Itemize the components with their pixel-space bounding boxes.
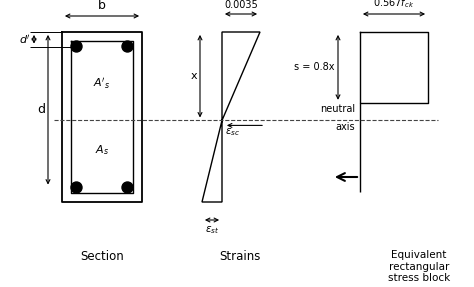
Text: axis: axis — [336, 122, 355, 132]
Text: $0.567f_{ck}$: $0.567f_{ck}$ — [374, 0, 415, 10]
Text: b: b — [98, 0, 106, 12]
Text: s = 0.8x: s = 0.8x — [294, 62, 335, 72]
Text: neutral: neutral — [320, 104, 355, 115]
Text: Section: Section — [80, 250, 124, 263]
Text: $\varepsilon_{sc}$: $\varepsilon_{sc}$ — [225, 127, 240, 138]
Text: Strains: Strains — [219, 250, 261, 263]
Circle shape — [122, 41, 133, 52]
Circle shape — [122, 182, 133, 193]
Text: $\varepsilon_{st}$: $\varepsilon_{st}$ — [205, 224, 219, 236]
Text: $d'$: $d'$ — [19, 33, 31, 46]
Text: $A_s$: $A_s$ — [95, 144, 109, 157]
Circle shape — [71, 182, 82, 193]
Text: x: x — [191, 71, 197, 81]
Text: 0.0035: 0.0035 — [224, 0, 258, 10]
Text: Equivalent
rectangular
stress block: Equivalent rectangular stress block — [388, 250, 450, 283]
Text: d: d — [37, 103, 45, 116]
Circle shape — [71, 41, 82, 52]
Text: $A'_s$: $A'_s$ — [93, 76, 111, 91]
